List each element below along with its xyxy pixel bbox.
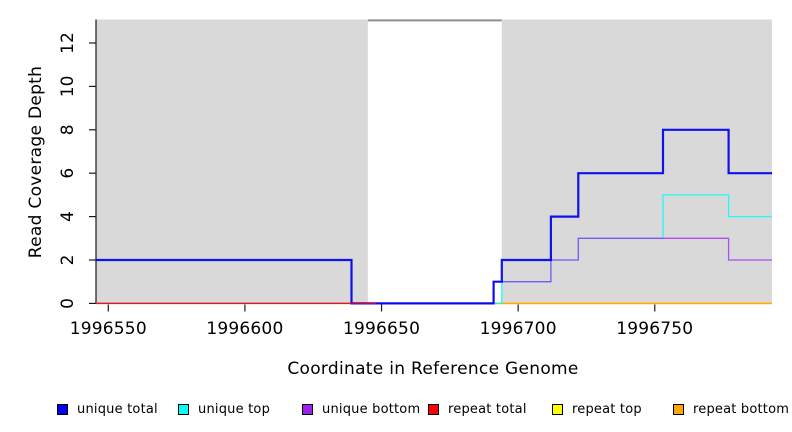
legend-item-unique-bottom: unique bottom	[302, 401, 421, 417]
legend-swatch-repeat-total	[428, 403, 439, 415]
legend-swatch-repeat-top	[552, 403, 563, 415]
y-axis-tick-label: 6	[58, 168, 78, 179]
x-axis-title: Coordinate in Reference Genome	[287, 359, 579, 379]
legend-label: unique total	[77, 401, 158, 417]
y-axis-tick-label: 2	[58, 255, 78, 266]
x-axis-tick-label: 1996650	[343, 319, 420, 339]
legend-swatch-unique-top	[178, 403, 189, 415]
y-axis-tick-label: 4	[58, 211, 78, 222]
legend-item-repeat-bottom: repeat bottom	[673, 401, 790, 417]
legend-swatch-unique-total	[57, 403, 68, 415]
legend-swatch-repeat-bottom	[673, 403, 684, 415]
masked-repeat-region	[367, 19, 502, 304]
legend-label: repeat bottom	[693, 401, 790, 417]
y-axis-title: Read Coverage Depth	[26, 65, 46, 259]
series-line-unique-total	[96, 128, 772, 305]
x-axis-tick-label: 1996550	[70, 319, 147, 339]
legend-item-repeat-top: repeat top	[552, 401, 642, 417]
y-axis-tick-label: 8	[58, 124, 78, 135]
y-axis-tick-label: 12	[58, 32, 78, 54]
y-axis-tick-label: 0	[58, 298, 78, 309]
x-axis-tick-label: 1996600	[206, 319, 283, 339]
y-axis-tick-label: 10	[58, 76, 78, 98]
legend-label: repeat total	[448, 401, 527, 417]
legend-label: repeat top	[572, 401, 642, 417]
legend-label: unique bottom	[322, 401, 421, 417]
legend-label: unique top	[198, 401, 271, 417]
legend-item-unique-top: unique top	[178, 401, 271, 417]
legend-item-repeat-total: repeat total	[428, 401, 527, 417]
legend-swatch-unique-bottom	[302, 403, 313, 415]
x-axis-tick-label: 1996750	[616, 319, 693, 339]
x-axis-tick-label: 1996700	[480, 319, 557, 339]
legend-item-unique-total: unique total	[57, 401, 158, 417]
